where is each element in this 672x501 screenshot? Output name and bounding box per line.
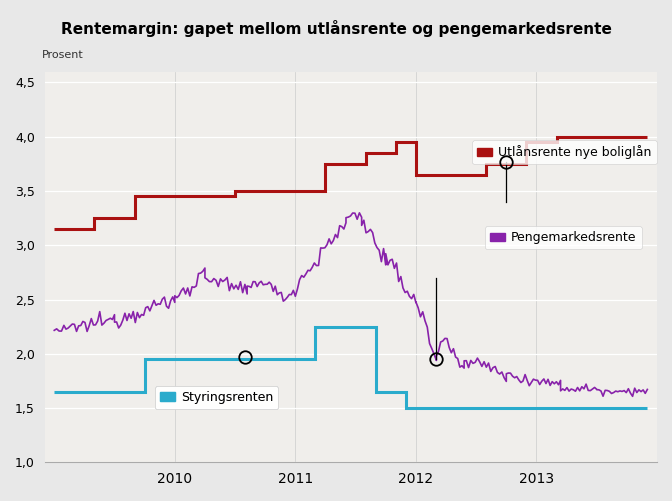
Legend: Styringsrenten: Styringsrenten [155, 386, 278, 409]
Text: Prosent: Prosent [42, 50, 83, 60]
Text: Rentemargin: gapet mellom utlånsrente og pengemarkedsrente: Rentemargin: gapet mellom utlånsrente og… [60, 20, 612, 37]
